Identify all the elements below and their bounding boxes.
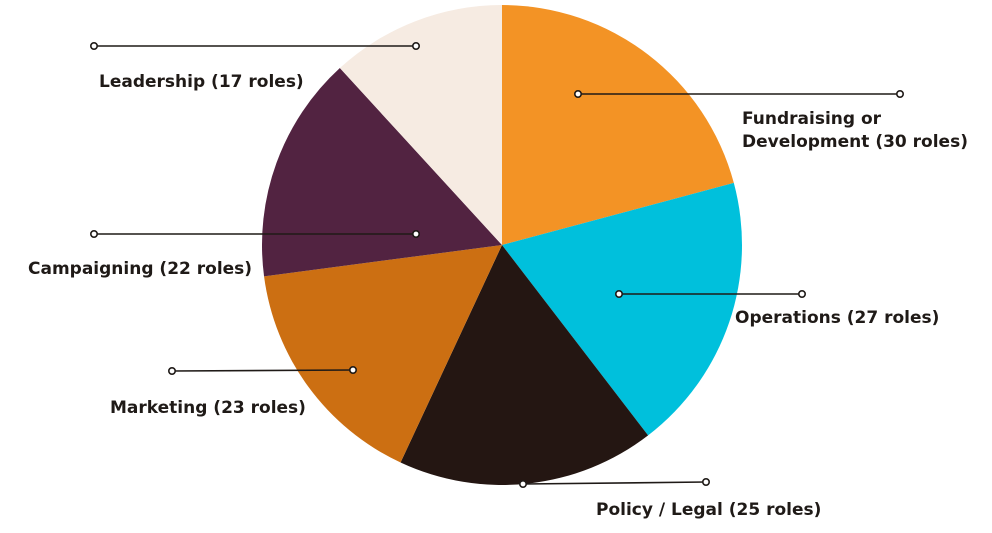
slice-label-policy-legal: Policy / Legal (25 roles) — [596, 500, 821, 520]
slice-labels: Fundraising or Development (30 roles) Oper… — [28, 72, 968, 520]
leader-dot-operations — [797, 289, 806, 298]
pie-slice-leadership — [339, 5, 502, 245]
leader-line-policy-legal — [522, 481, 707, 485]
leader-dot-leadership — [411, 41, 420, 50]
slice-label-marketing: Marketing (23 roles) — [110, 398, 306, 418]
leader-dot-campaigning — [90, 230, 99, 239]
pie-slice-fundraising-or-development — [502, 5, 734, 245]
pie-slice-campaigning — [261, 68, 502, 277]
leader-dot-policy-legal — [701, 477, 710, 486]
slice-label-fundraising-or-development: Fundraising or Development (30 roles) — [742, 109, 968, 152]
pie-slice-marketing — [264, 245, 502, 463]
leader-line-marketing — [171, 369, 354, 372]
leader-dot-fundraising-or-development — [895, 90, 904, 99]
leader-dot-campaigning — [411, 230, 420, 239]
leader-dot-policy-legal — [518, 479, 527, 488]
leader-dot-fundraising-or-development — [573, 90, 582, 99]
slice-label-leadership: Leadership (17 roles) — [99, 72, 304, 92]
leader-dot-marketing — [348, 365, 357, 374]
slice-label-campaigning: Campaigning (22 roles) — [28, 259, 252, 279]
leader-dot-operations — [614, 289, 623, 298]
leader-lines — [90, 41, 904, 488]
pie-slice-policy-legal — [400, 245, 649, 485]
leader-dot-marketing — [168, 366, 177, 375]
leader-dot-leadership — [90, 41, 99, 50]
pie-slices — [261, 5, 742, 485]
pie-slice-operations — [502, 182, 742, 436]
slice-label-operations: Operations (27 roles) — [735, 308, 939, 328]
